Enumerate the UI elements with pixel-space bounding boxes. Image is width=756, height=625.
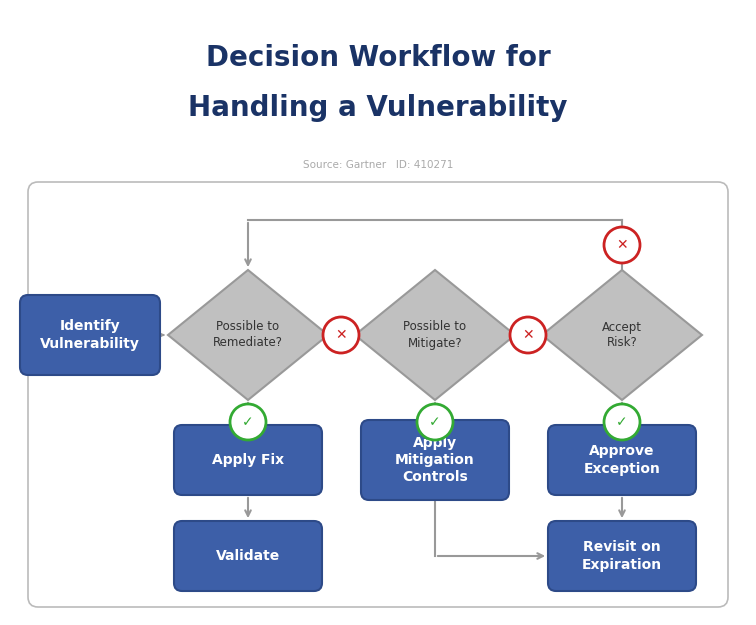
Text: ✓: ✓ — [429, 415, 441, 429]
Polygon shape — [355, 270, 515, 400]
Text: Possible to
Remediate?: Possible to Remediate? — [213, 321, 283, 349]
Polygon shape — [168, 270, 328, 400]
Text: Validate: Validate — [216, 549, 280, 563]
Text: Handling a Vulnerability: Handling a Vulnerability — [188, 94, 568, 122]
Text: Apply Fix: Apply Fix — [212, 453, 284, 467]
Text: Identify
Vulnerability: Identify Vulnerability — [40, 319, 140, 351]
Text: ✓: ✓ — [616, 415, 627, 429]
Text: Decision Workflow for: Decision Workflow for — [206, 44, 550, 72]
Text: Approve
Exception: Approve Exception — [584, 444, 661, 476]
Text: ✕: ✕ — [616, 238, 627, 252]
Text: ✕: ✕ — [522, 328, 534, 342]
Circle shape — [417, 404, 453, 440]
Text: Source: Gartner   ID: 410271: Source: Gartner ID: 410271 — [303, 160, 453, 170]
Circle shape — [230, 404, 266, 440]
Circle shape — [510, 317, 546, 353]
Circle shape — [604, 404, 640, 440]
FancyBboxPatch shape — [174, 425, 322, 495]
Text: Possible to
Mitigate?: Possible to Mitigate? — [404, 321, 466, 349]
Text: ✓: ✓ — [242, 415, 254, 429]
FancyBboxPatch shape — [174, 521, 322, 591]
FancyBboxPatch shape — [548, 521, 696, 591]
Text: ✕: ✕ — [335, 328, 347, 342]
FancyBboxPatch shape — [361, 420, 509, 500]
Circle shape — [323, 317, 359, 353]
FancyBboxPatch shape — [548, 425, 696, 495]
Text: Accept
Risk?: Accept Risk? — [602, 321, 642, 349]
Polygon shape — [542, 270, 702, 400]
Text: Apply
Mitigation
Controls: Apply Mitigation Controls — [395, 436, 475, 484]
FancyBboxPatch shape — [20, 295, 160, 375]
Circle shape — [604, 227, 640, 263]
FancyBboxPatch shape — [28, 182, 728, 607]
Text: Revisit on
Expiration: Revisit on Expiration — [582, 541, 662, 572]
